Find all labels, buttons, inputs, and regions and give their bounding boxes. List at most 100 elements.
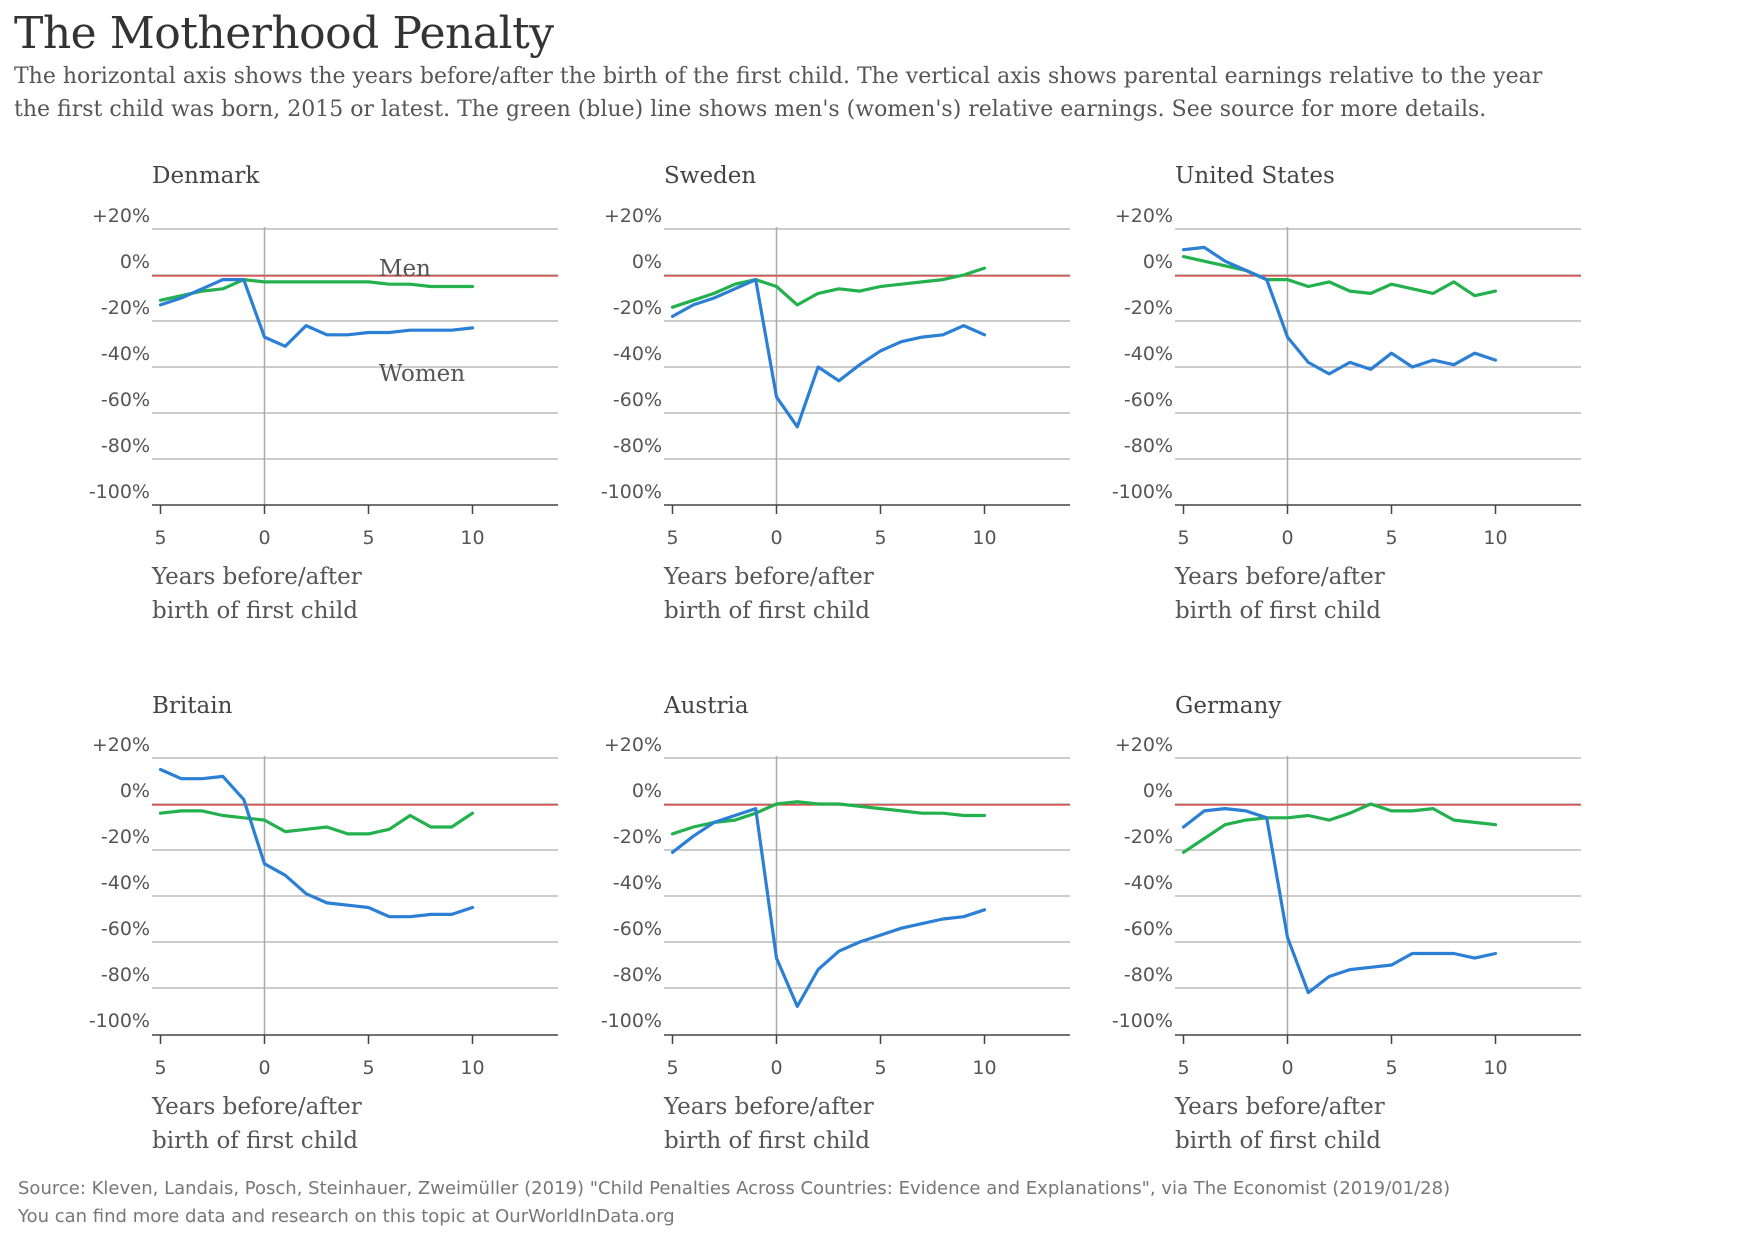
x-tick-label: 5: [666, 1057, 678, 1079]
y-tick-label: -20%: [613, 297, 662, 319]
y-tick-label: -40%: [613, 872, 662, 894]
x-axis-label-line1: Years before/after: [663, 564, 874, 590]
y-tick-label: -20%: [101, 297, 150, 319]
y-tick-label: 0%: [1143, 251, 1173, 273]
x-axis-label-line2: birth of first child: [664, 598, 870, 624]
y-tick-label: -60%: [613, 389, 662, 411]
x-tick-label: 5: [154, 527, 166, 549]
y-tick-label: -20%: [1124, 297, 1173, 319]
chart-subtitle: The horizontal axis shows the years befo…: [14, 64, 1543, 122]
series-line-women: [1181, 245, 1498, 376]
y-tick-label: -100%: [1112, 481, 1173, 503]
y-tick-label: +20%: [92, 734, 150, 756]
x-tick-label: 0: [770, 527, 782, 549]
series-line-men: [670, 266, 987, 309]
y-tick-label: -60%: [101, 389, 150, 411]
facet-britain: Britain+20% 0% -20% -40% -60% -80% -100% 5 0 5 10 Y…: [89, 693, 558, 1154]
series-line-women: [1181, 806, 1498, 995]
source-link-note: You can find more data and research on t…: [18, 1206, 675, 1227]
x-tick-label: 5: [362, 1057, 374, 1079]
facet-germany: Germany+20% 0% -20% -40% -60% -80% -100% 5 0 5 10 Y…: [1112, 693, 1581, 1154]
x-tick-label: 0: [770, 1057, 782, 1079]
series-label-women: Women: [379, 361, 465, 387]
facet-united-states: United States+20% 0% -20% -40% -60% -80% -100%…: [1112, 163, 1581, 624]
series-line-women: [158, 767, 475, 919]
y-tick-label: -80%: [101, 435, 150, 457]
x-axis-label-line1: Years before/after: [151, 564, 362, 590]
x-axis-label-line1: Years before/after: [663, 1094, 874, 1120]
x-tick-label: 5: [154, 1057, 166, 1079]
y-tick-label: -100%: [601, 1010, 662, 1032]
y-tick-label: 0%: [120, 780, 150, 802]
series-label-men: Men: [379, 256, 431, 282]
source-note: Source: Kleven, Landais, Posch, Steinhau…: [18, 1175, 1738, 1231]
x-tick-label: 5: [1385, 527, 1397, 549]
x-tick-label: 10: [460, 527, 484, 549]
x-axis-label-line2: birth of first child: [152, 598, 358, 624]
x-axis-label-line1: Years before/after: [1174, 1094, 1385, 1120]
y-tick-label: +20%: [604, 205, 662, 227]
y-tick-label: -40%: [1124, 872, 1173, 894]
x-tick-label: 10: [972, 527, 996, 549]
y-tick-label: -60%: [1124, 918, 1173, 940]
series-line-women: [158, 278, 475, 348]
y-tick-label: -80%: [1124, 435, 1173, 457]
facet-title: Britain: [152, 693, 233, 719]
y-tick-label: +20%: [604, 734, 662, 756]
y-tick-label: -20%: [613, 826, 662, 848]
x-tick-label: 10: [1483, 1057, 1507, 1079]
y-tick-label: +20%: [1115, 205, 1173, 227]
y-tick-label: 0%: [632, 780, 662, 802]
x-tick-label: 5: [1177, 1057, 1189, 1079]
series-line-women: [670, 806, 987, 1009]
y-tick-label: +20%: [92, 205, 150, 227]
y-tick-label: -80%: [613, 435, 662, 457]
series-line-women: [670, 278, 987, 429]
x-tick-label: 5: [1385, 1057, 1397, 1079]
facet-title: Denmark: [152, 163, 260, 189]
facet-title: Austria: [663, 693, 749, 719]
y-tick-label: -80%: [1124, 964, 1173, 986]
x-tick-label: 5: [666, 527, 678, 549]
y-tick-label: +20%: [1115, 734, 1173, 756]
y-tick-label: -100%: [89, 481, 150, 503]
facet-denmark: Denmark+20% 0% -20% -40% -60% -80% -100% 5 0 5 10 Y…: [89, 163, 558, 624]
y-tick-label: -80%: [613, 964, 662, 986]
x-tick-label: 0: [1281, 1057, 1293, 1079]
x-tick-label: 10: [460, 1057, 484, 1079]
x-tick-label: 0: [1281, 527, 1293, 549]
facet-title: Germany: [1175, 693, 1281, 719]
x-tick-label: 5: [874, 527, 886, 549]
x-axis-label-line2: birth of first child: [664, 1128, 870, 1154]
y-tick-label: -20%: [101, 826, 150, 848]
y-tick-label: -100%: [89, 1010, 150, 1032]
y-tick-label: -60%: [101, 918, 150, 940]
y-tick-label: -100%: [601, 481, 662, 503]
series-line-men: [1181, 255, 1498, 298]
series-line-men: [158, 278, 475, 302]
y-tick-label: -40%: [101, 343, 150, 365]
x-tick-label: 5: [1177, 527, 1189, 549]
y-tick-label: -20%: [1124, 826, 1173, 848]
chart-title: The Motherhood Penalty: [14, 8, 554, 59]
y-tick-label: -100%: [1112, 1010, 1173, 1032]
x-tick-label: 5: [362, 527, 374, 549]
y-tick-label: 0%: [632, 251, 662, 273]
series-line-men: [670, 800, 987, 836]
y-tick-label: 0%: [1143, 780, 1173, 802]
x-axis-label-line1: Years before/after: [151, 1094, 362, 1120]
y-tick-label: -40%: [101, 872, 150, 894]
x-axis-label-line2: birth of first child: [152, 1128, 358, 1154]
facet-austria: Austria+20% 0% -20% -40% -60% -80% -100% 5 0 5 10 Y…: [601, 693, 1070, 1154]
series-line-men: [1181, 802, 1498, 854]
x-tick-label: 10: [972, 1057, 996, 1079]
y-tick-label: -40%: [1124, 343, 1173, 365]
facet-title: United States: [1175, 163, 1335, 189]
source-citation: Source: Kleven, Landais, Posch, Steinhau…: [18, 1178, 1451, 1199]
x-tick-label: 0: [258, 1057, 270, 1079]
x-axis-label-line2: birth of first child: [1175, 598, 1381, 624]
x-axis-label-line1: Years before/after: [1174, 564, 1385, 590]
y-tick-label: 0%: [120, 251, 150, 273]
x-tick-label: 0: [258, 527, 270, 549]
charts-area: Denmark+20%0%-20%-40%-60%-80%-100%5 0 5 10Y…: [89, 163, 1581, 1154]
